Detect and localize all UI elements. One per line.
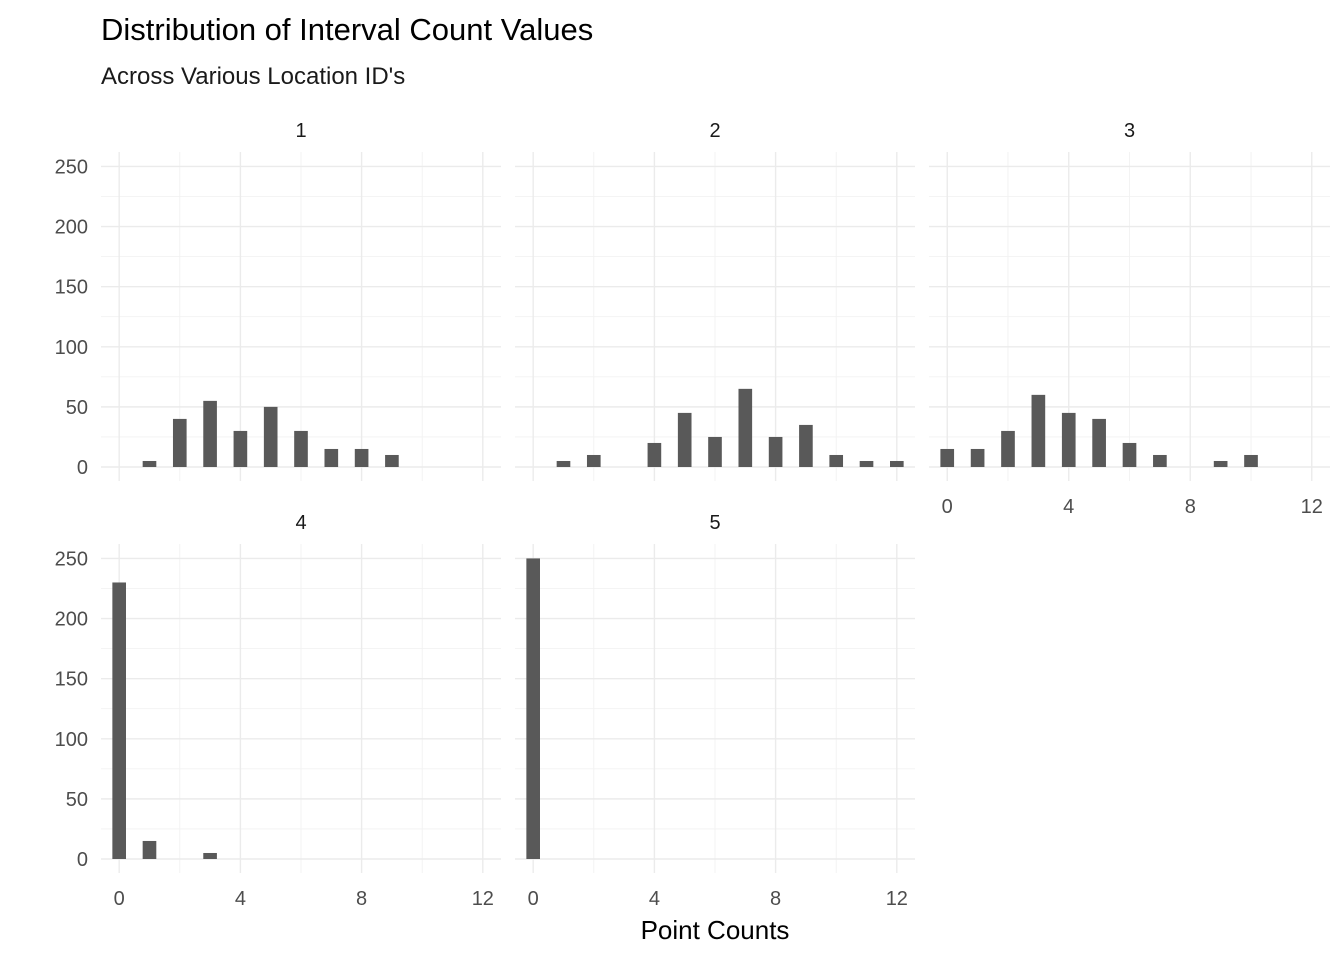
bar <box>263 406 278 467</box>
facet-panel-3: 3 0 4 8 12 <box>929 120 1330 518</box>
bar <box>768 436 783 467</box>
bar <box>142 840 157 859</box>
x-tick-label: 4 <box>649 888 660 910</box>
bar <box>738 388 753 467</box>
y-tick-label: 0 <box>77 457 88 479</box>
x-tick-label: 0 <box>528 888 539 910</box>
bar <box>708 436 722 467</box>
bar <box>647 442 662 467</box>
facet-panel-1: 1 0 50 100 150 200 250 <box>55 120 501 481</box>
y-tick-label: 50 <box>66 397 88 419</box>
bar <box>1122 442 1137 467</box>
y-tick-label: 50 <box>66 789 88 811</box>
x-tick-label: 12 <box>472 888 494 910</box>
facet-panel-5: 5 0 4 8 12 <box>515 512 915 910</box>
bar <box>1031 394 1046 467</box>
y-tick-label: 150 <box>55 669 88 691</box>
facet-strip-label: 2 <box>709 120 720 142</box>
x-tick-label: 0 <box>114 888 125 910</box>
bar <box>1213 460 1228 467</box>
bar <box>829 454 844 467</box>
y-tick-label: 200 <box>55 217 88 239</box>
facet-panel-2: 2 <box>515 120 915 481</box>
bar <box>970 448 985 467</box>
x-tick-label: 12 <box>1301 496 1323 518</box>
bar <box>1001 430 1015 467</box>
facet-strip-label: 1 <box>295 120 306 142</box>
bar <box>890 460 904 467</box>
bar <box>940 448 955 467</box>
chart-title: Distribution of Interval Count Values <box>101 12 593 47</box>
bar <box>112 582 126 859</box>
bar <box>799 424 813 467</box>
bar <box>526 558 540 859</box>
x-axis-label: Point Counts <box>641 915 790 945</box>
x-tick-label: 0 <box>942 496 953 518</box>
y-tick-label: 100 <box>55 729 88 751</box>
bar <box>385 454 399 467</box>
x-tick-label: 12 <box>886 888 908 910</box>
bar <box>586 454 601 467</box>
bar <box>233 430 248 467</box>
chart-subtitle: Across Various Location ID's <box>101 63 405 90</box>
x-tick-label: 8 <box>356 888 367 910</box>
bar <box>203 400 217 467</box>
bar <box>1061 412 1076 467</box>
x-tick-label: 8 <box>770 888 781 910</box>
facet-strip-label: 5 <box>709 512 720 534</box>
bar <box>1244 454 1258 467</box>
x-tick-label: 4 <box>1063 496 1074 518</box>
y-tick-label: 0 <box>77 849 88 871</box>
y-tick-label: 200 <box>55 609 88 631</box>
y-tick-label: 250 <box>55 548 88 570</box>
bar <box>556 460 571 467</box>
bar <box>294 430 308 467</box>
bar <box>677 412 692 467</box>
y-tick-label: 250 <box>55 156 88 178</box>
bar <box>324 448 339 467</box>
x-tick-label: 8 <box>1185 496 1196 518</box>
x-tick-label: 4 <box>235 888 246 910</box>
bar <box>142 460 157 467</box>
y-tick-label: 100 <box>55 337 88 359</box>
facet-strip-label: 4 <box>295 512 306 534</box>
bar <box>1092 418 1106 467</box>
bar <box>859 460 874 467</box>
facet-panel-4: 4 0 50 100 150 200 250 0 4 8 12 <box>55 512 501 910</box>
facet-strip-label: 3 <box>1124 120 1135 142</box>
bar <box>354 448 369 467</box>
bar <box>172 418 187 467</box>
y-tick-label: 150 <box>55 277 88 299</box>
bar <box>1153 454 1167 467</box>
bar <box>203 852 217 859</box>
